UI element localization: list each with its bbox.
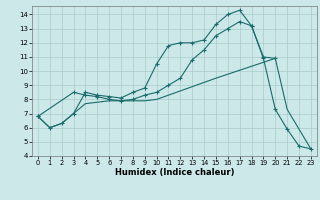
X-axis label: Humidex (Indice chaleur): Humidex (Indice chaleur) bbox=[115, 168, 234, 177]
